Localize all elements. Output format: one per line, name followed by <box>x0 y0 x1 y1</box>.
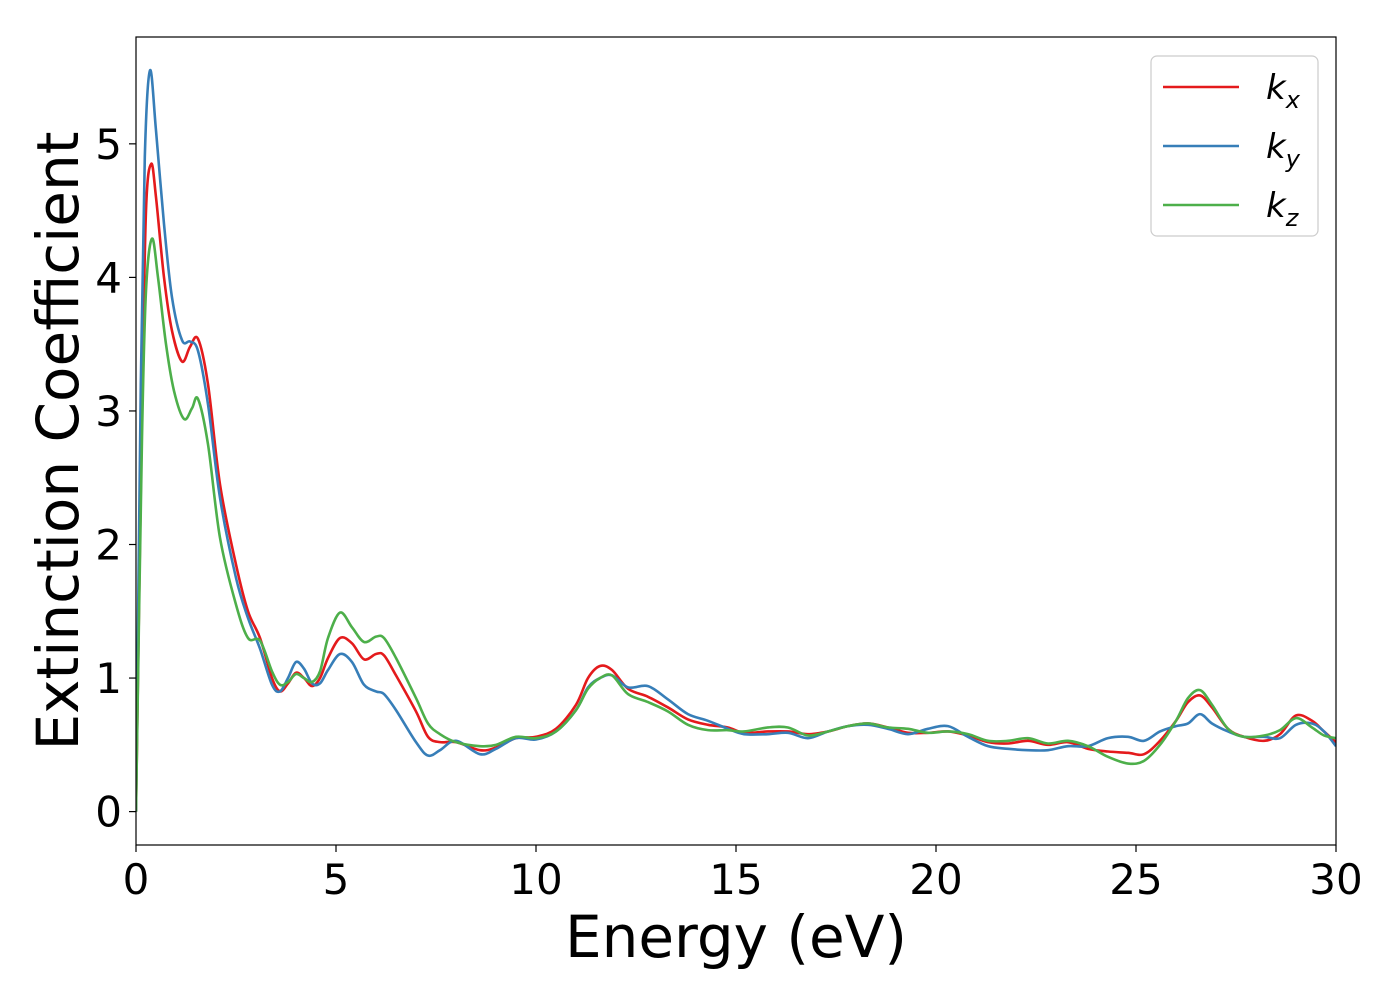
y-axis: 0 1 2 3 4 5 <box>95 120 136 837</box>
x-tick-label: 5 <box>323 855 350 904</box>
y-tick-label: 4 <box>95 253 122 302</box>
series-line-k-z <box>136 237 1336 812</box>
x-axis: 0 5 10 15 20 25 30 <box>123 845 1363 904</box>
x-tick-label: 10 <box>509 855 562 904</box>
x-tick-label: 15 <box>709 855 762 904</box>
series-line-k-x <box>136 162 1336 812</box>
y-tick-label: 0 <box>95 788 122 837</box>
y-tick-label: 3 <box>95 387 122 436</box>
x-tick-label: 0 <box>123 855 150 904</box>
y-tick-label: 1 <box>95 654 122 703</box>
x-axis-label: Energy (eV) <box>565 903 907 971</box>
plot-area <box>136 69 1336 812</box>
y-tick-label: 2 <box>95 521 122 570</box>
y-tick-label: 5 <box>95 120 122 169</box>
x-tick-label: 30 <box>1309 855 1362 904</box>
y-axis-label: Extinction Coefficient <box>24 132 92 751</box>
x-tick-label: 20 <box>909 855 962 904</box>
x-tick-label: 25 <box>1109 855 1162 904</box>
